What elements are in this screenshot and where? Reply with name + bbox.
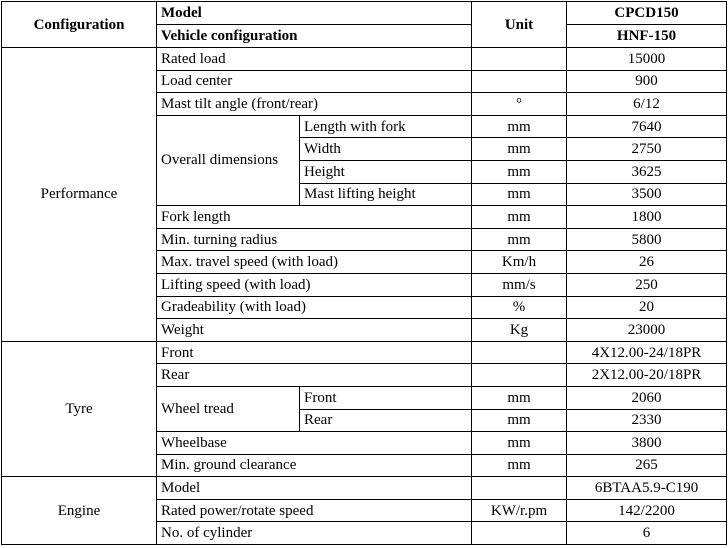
row-value: 265 xyxy=(566,453,728,478)
table-row: Gradeability (with load) % 20 xyxy=(2,295,728,320)
row-value: 26 xyxy=(566,250,728,274)
row-label: Overall dimensions xyxy=(156,114,300,207)
row-unit: mm/s xyxy=(471,272,568,297)
row-sublabel: Width xyxy=(298,137,473,161)
row-sublabel: Height xyxy=(298,159,473,184)
row-unit: KW/r.pm xyxy=(471,498,568,523)
table-row: Rear 2X12.00-20/18PR xyxy=(2,363,728,387)
configuration-header: Configuration xyxy=(1,1,157,48)
header-row: Configuration Model Unit CPCD150 xyxy=(1,1,728,48)
row-value: 20 xyxy=(566,295,728,320)
row-unit xyxy=(471,521,568,546)
row-value: 900 xyxy=(566,69,728,94)
group-tyre: Tyre xyxy=(1,340,157,478)
table-row: Weight Kg 23000 xyxy=(2,318,728,342)
row-value: 142/2200 xyxy=(566,498,728,523)
vehicle-configuration-value: HNF-150 xyxy=(566,24,728,48)
table-row: Lifting speed (with load) mm/s 250 xyxy=(2,272,728,297)
row-value: 6 xyxy=(566,521,728,546)
row-value: 6/12 xyxy=(566,92,728,116)
row-label: Load center xyxy=(155,69,473,94)
row-value: 2330 xyxy=(566,408,728,433)
row-label: Fork length xyxy=(155,205,473,229)
row-sublabel: Rear xyxy=(298,408,473,433)
row-label: Mast tilt angle (front/rear) xyxy=(155,92,473,116)
row-label: Wheel tread xyxy=(156,385,300,433)
row-value: 4X12.00-24/18PR xyxy=(566,340,728,365)
row-unit: mm xyxy=(471,227,568,252)
row-label: Weight xyxy=(155,318,473,342)
row-unit xyxy=(471,340,568,365)
row-unit: mm xyxy=(471,159,568,184)
row-unit: mm xyxy=(471,182,568,207)
row-value: 5800 xyxy=(566,227,728,252)
row-label: Gradeability (with load) xyxy=(155,295,473,320)
row-unit: mm xyxy=(471,453,568,478)
row-value: 7640 xyxy=(566,114,728,139)
table-row: Fork length mm 1800 xyxy=(2,205,728,229)
row-unit: Kg xyxy=(471,318,568,342)
row-label: Wheelbase xyxy=(155,431,473,455)
row-unit: mm xyxy=(471,137,568,161)
row-label: Max. travel speed (with load) xyxy=(155,250,473,274)
row-sublabel: Front xyxy=(298,385,473,410)
header-row: Vehicle configuration HNF-150 xyxy=(2,24,728,48)
group-performance: Performance xyxy=(1,47,157,342)
table-row: Height mm 3625 xyxy=(2,159,728,184)
row-value: 3625 xyxy=(566,159,728,184)
row-value: 6BTAA5.9-C190 xyxy=(566,476,728,500)
table-row: Rated power/rotate speed KW/r.pm 142/220… xyxy=(2,498,728,523)
row-unit: mm xyxy=(471,114,568,139)
row-sublabel: Length with fork xyxy=(298,114,473,139)
table-row: Performance Rated load 15000 xyxy=(1,47,728,342)
row-value: 2060 xyxy=(566,385,728,410)
row-sublabel: Mast lifting height xyxy=(298,182,473,207)
row-value: 3500 xyxy=(566,182,728,207)
model-header: Model xyxy=(155,1,473,25)
table-row: No. of cylinder 6 xyxy=(2,521,728,546)
row-unit: mm xyxy=(471,205,568,229)
table-row: Mast lifting height mm 3500 xyxy=(2,182,728,207)
group-engine: Engine xyxy=(1,476,157,546)
row-unit xyxy=(471,363,568,387)
row-label: Rear xyxy=(155,363,473,387)
row-value: 2X12.00-20/18PR xyxy=(566,363,728,387)
row-unit xyxy=(471,476,568,500)
vehicle-configuration-header: Vehicle configuration xyxy=(155,24,473,48)
row-label: No. of cylinder xyxy=(155,521,473,546)
row-unit: mm xyxy=(471,385,568,410)
table-row: Mast tilt angle (front/rear) ° 6/12 xyxy=(2,92,728,116)
table-row: Wheel tread Front mm 2060 xyxy=(2,385,728,433)
row-unit: ° xyxy=(471,92,568,116)
row-label: Lifting speed (with load) xyxy=(155,272,473,297)
table-row: Width mm 2750 xyxy=(2,137,728,161)
row-label: Rated power/rotate speed xyxy=(155,498,473,523)
table-row: Wheelbase mm 3800 xyxy=(2,431,728,455)
row-label: Min. turning radius xyxy=(155,227,473,252)
row-label: Front xyxy=(155,340,473,365)
row-value: 15000 xyxy=(566,47,728,71)
model-value: CPCD150 xyxy=(566,1,728,25)
unit-header: Unit xyxy=(471,1,568,48)
row-value: 23000 xyxy=(566,318,728,342)
row-unit: mm xyxy=(471,408,568,433)
row-unit: % xyxy=(471,295,568,320)
row-value: 2750 xyxy=(566,137,728,161)
row-unit xyxy=(471,47,568,71)
table-row: Engine Model 6BTAA5.9-C190 xyxy=(1,476,728,546)
row-value: 1800 xyxy=(566,205,728,229)
table-row: Rear mm 2330 xyxy=(2,408,728,433)
table-row: Overall dimensions Length with fork mm 7… xyxy=(2,114,728,207)
row-unit: mm xyxy=(471,431,568,455)
row-unit xyxy=(471,69,568,94)
row-label: Model xyxy=(155,476,473,500)
row-value: 3800 xyxy=(566,431,728,455)
row-label: Min. ground clearance xyxy=(155,453,473,478)
table-row: Tyre Front 4X12.00-24/18PR xyxy=(1,340,728,478)
row-unit: Km/h xyxy=(471,250,568,274)
table-row: Min. ground clearance mm 265 xyxy=(2,453,728,478)
row-value: 250 xyxy=(566,272,728,297)
row-label: Rated load xyxy=(155,47,473,71)
